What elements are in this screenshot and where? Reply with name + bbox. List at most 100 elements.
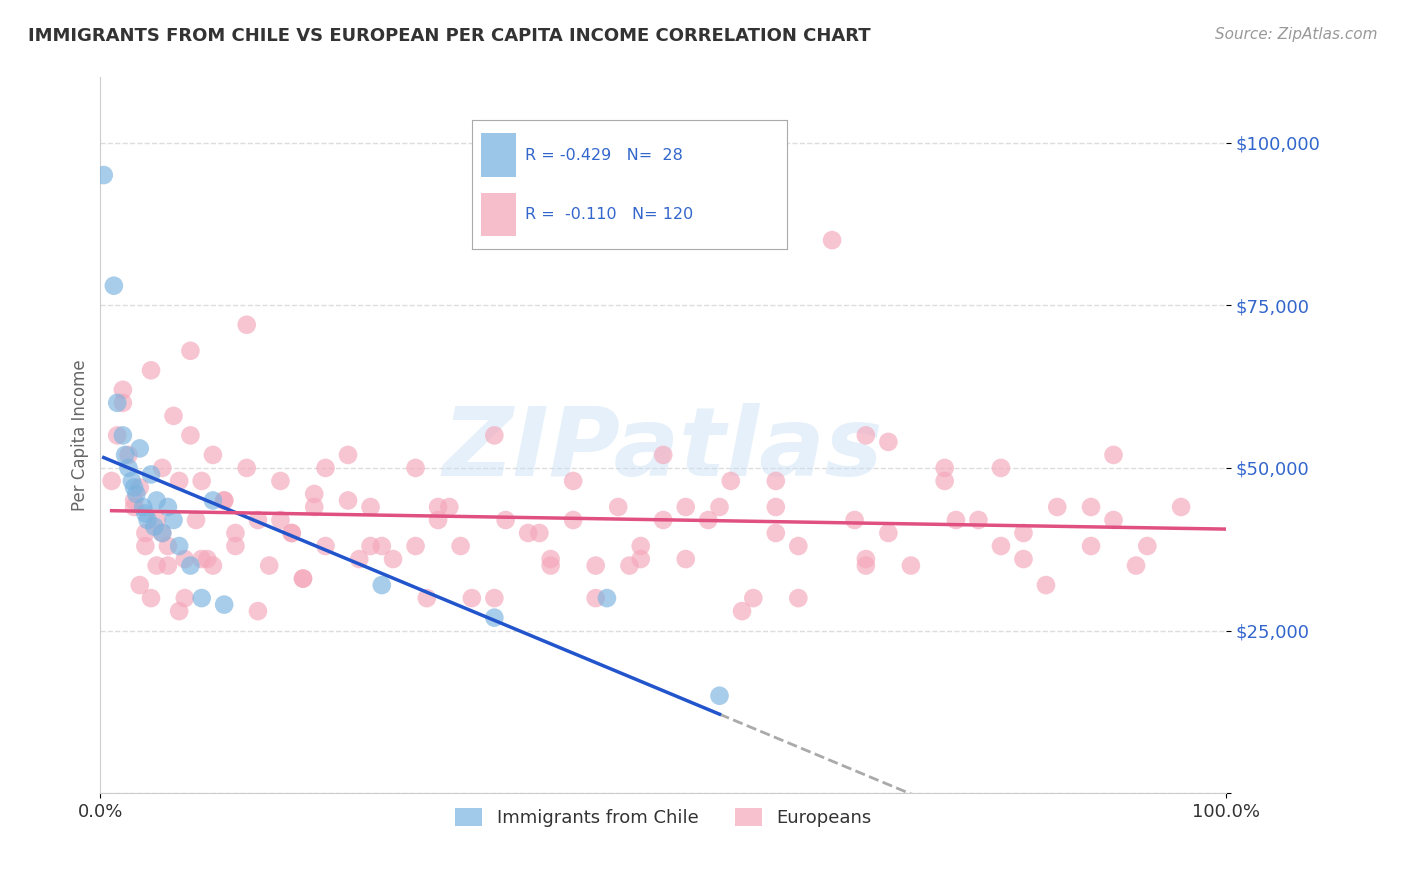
Point [132, 500, 155, 514]
Point [1080, 500, 1102, 514]
Point [190, 474, 212, 488]
Point [787, 539, 810, 553]
Point [179, 428, 201, 442]
Point [111, 396, 134, 410]
Point [934, 474, 956, 488]
Point [173, 552, 195, 566]
Point [122, 500, 145, 514]
Point [139, 591, 162, 606]
Point [652, 513, 675, 527]
Point [416, 591, 439, 606]
Point [139, 363, 162, 377]
Point [125, 487, 148, 501]
Point [134, 526, 156, 541]
Point [540, 558, 562, 573]
Point [630, 539, 652, 553]
Point [675, 500, 697, 514]
Point [162, 409, 184, 423]
Point [201, 558, 224, 573]
Point [427, 513, 450, 527]
Point [117, 461, 139, 475]
Point [121, 474, 143, 488]
Point [269, 474, 291, 488]
Point [855, 428, 877, 442]
Point [844, 513, 866, 527]
Point [114, 448, 136, 462]
Point [450, 539, 472, 553]
Point [1046, 500, 1069, 514]
Point [143, 519, 166, 533]
Point [184, 513, 207, 527]
Point [562, 513, 585, 527]
Point [201, 448, 224, 462]
Point [173, 591, 195, 606]
Point [128, 480, 150, 494]
Point [1170, 500, 1192, 514]
Point [439, 500, 461, 514]
Point [134, 507, 156, 521]
Point [461, 591, 484, 606]
Point [709, 500, 731, 514]
Point [877, 526, 900, 541]
Point [128, 578, 150, 592]
Point [136, 513, 159, 527]
Point [990, 539, 1012, 553]
Point [224, 539, 246, 553]
Point [1125, 558, 1147, 573]
Point [1102, 513, 1125, 527]
Point [212, 598, 235, 612]
Point [145, 493, 167, 508]
Point [540, 552, 562, 566]
Point [900, 558, 922, 573]
Point [224, 526, 246, 541]
Point [280, 526, 302, 541]
Point [145, 558, 167, 573]
Point [150, 526, 173, 541]
Point [742, 591, 765, 606]
Point [877, 434, 900, 449]
Point [765, 526, 787, 541]
Point [179, 558, 201, 573]
Point [235, 318, 257, 332]
Point [315, 539, 337, 553]
Point [371, 578, 394, 592]
Point [212, 493, 235, 508]
Point [945, 513, 967, 527]
Point [1012, 552, 1035, 566]
Point [167, 539, 190, 553]
Point [304, 487, 326, 501]
Point [709, 689, 731, 703]
Point [720, 474, 742, 488]
Point [1035, 578, 1057, 592]
Point [139, 467, 162, 482]
Point [122, 480, 145, 494]
Point [1102, 448, 1125, 462]
Point [212, 493, 235, 508]
Text: ZIPatlas: ZIPatlas [443, 403, 883, 496]
Point [93, 168, 115, 182]
Point [1080, 539, 1102, 553]
Point [150, 461, 173, 475]
Point [607, 500, 630, 514]
Point [103, 278, 125, 293]
Point [257, 558, 280, 573]
Point [427, 500, 450, 514]
Point [495, 513, 517, 527]
Point [315, 461, 337, 475]
Point [304, 500, 326, 514]
Point [145, 513, 167, 527]
Text: IMMIGRANTS FROM CHILE VS EUROPEAN PER CAPITA INCOME CORRELATION CHART: IMMIGRANTS FROM CHILE VS EUROPEAN PER CA… [28, 27, 870, 45]
Point [529, 526, 551, 541]
Point [585, 591, 607, 606]
Point [360, 539, 382, 553]
Point [291, 572, 314, 586]
Point [156, 500, 179, 514]
Point [484, 610, 506, 624]
Legend: Immigrants from Chile, Europeans: Immigrants from Chile, Europeans [449, 801, 879, 834]
Point [337, 448, 360, 462]
Point [765, 500, 787, 514]
Point [562, 474, 585, 488]
Point [246, 604, 269, 618]
Point [280, 526, 302, 541]
Point [697, 513, 720, 527]
